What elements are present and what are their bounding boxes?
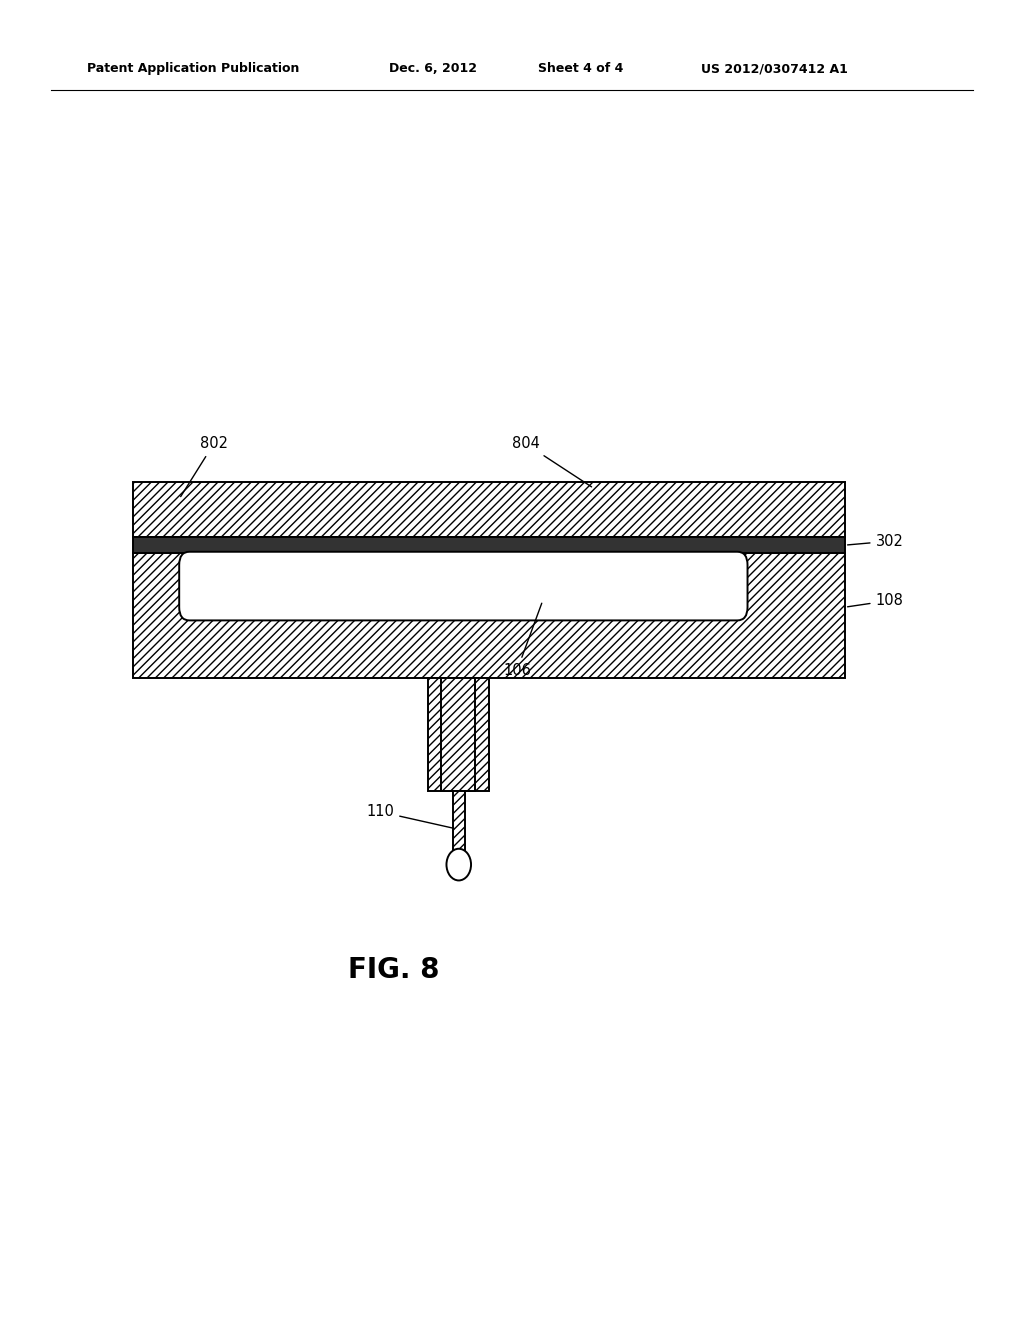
Text: 106: 106 [503,603,542,677]
Text: 804: 804 [512,437,592,487]
Bar [133,553,845,678]
Text: Dec. 6, 2012: Dec. 6, 2012 [389,62,477,75]
Text: Sheet 4 of 4: Sheet 4 of 4 [538,62,623,75]
FancyBboxPatch shape [179,552,748,620]
Text: FIG. 8: FIG. 8 [348,956,440,985]
Bar [453,791,465,854]
Bar [428,678,489,791]
Text: Patent Application Publication: Patent Application Publication [87,62,299,75]
Text: 108: 108 [848,593,903,609]
Bar [133,482,845,537]
Bar [133,537,845,553]
Text: 302: 302 [848,533,903,549]
Bar [428,678,489,791]
Text: 802: 802 [180,437,227,496]
Bar [441,678,475,791]
Bar [441,678,475,791]
Text: US 2012/0307412 A1: US 2012/0307412 A1 [701,62,848,75]
Bar [453,791,465,854]
Text: 110: 110 [367,804,454,829]
Circle shape [446,849,471,880]
Bar [133,482,845,537]
Bar [133,553,845,678]
